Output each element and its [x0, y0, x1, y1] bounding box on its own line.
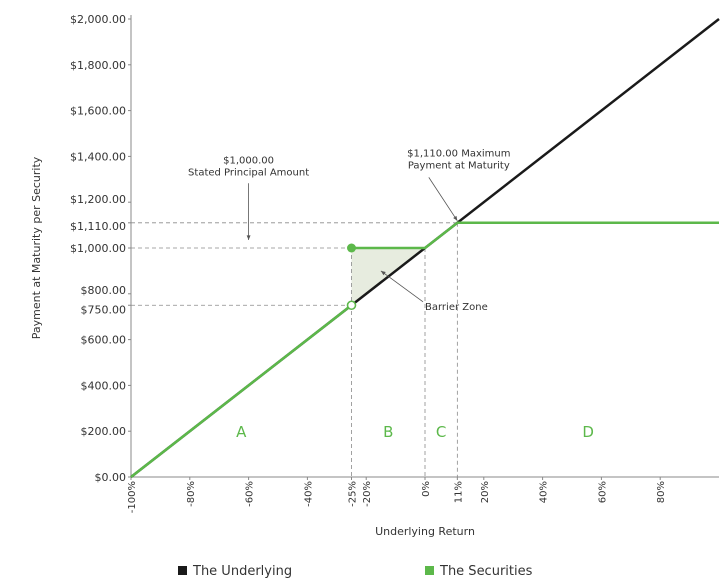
annotation-maximum-payment-arrowhead	[453, 215, 458, 221]
x-tick-label: -20%	[362, 481, 373, 507]
y-tick-label: $600.00	[81, 334, 127, 347]
y-tick-labels: $0.00 $200.00 $400.00 $600.00 $750.00 $800.00…	[70, 13, 131, 484]
x-tick-label: -80%	[186, 481, 197, 507]
y-tick-label: $200.00	[81, 425, 127, 438]
legend-label: The Underlying	[192, 564, 292, 579]
annotation-principal-line: $1,000.00	[223, 155, 274, 166]
annotation-maximum-payment-line: $1,110.00 Maximum	[407, 148, 510, 159]
zone-label-d: D	[582, 423, 594, 441]
x-tick-label: 11%	[453, 481, 464, 503]
x-tick-label: -40%	[303, 481, 314, 507]
securities-line-segment-2	[351, 221, 719, 250]
legend: The Underlying The Securities	[178, 564, 533, 579]
annotation-principal-arrowhead	[246, 235, 251, 240]
y-tick-label: $1,400.00	[70, 150, 126, 163]
legend-swatch	[425, 566, 434, 575]
securities-marker-filled	[347, 243, 356, 253]
legend-entry-1: The Underlying	[178, 564, 292, 579]
x-tick-label: -25%	[348, 481, 359, 507]
x-tick-label: 60%	[597, 481, 608, 503]
y-tick-label: $2,000.00	[70, 13, 126, 26]
zone-label-b: B	[383, 423, 393, 441]
reference-lines	[131, 222, 458, 477]
annotation-barrier-zone-line: Barrier Zone	[425, 302, 488, 313]
y-tick-label: $1,110.00	[70, 220, 126, 233]
y-tick-label: $750.00	[81, 303, 127, 316]
legend-swatch	[178, 566, 187, 575]
series-lines	[130, 18, 720, 478]
zone-label-a: A	[236, 423, 247, 441]
annotation-barrier-zone-leader	[380, 270, 424, 303]
y-tick-label: $0.00	[95, 471, 127, 484]
y-tick-label: $400.00	[81, 379, 127, 392]
securities-marker-open	[346, 300, 357, 311]
x-tick-label: 20%	[480, 481, 491, 503]
y-tick-label: $1,600.00	[70, 105, 126, 118]
legend-label: The Securities	[439, 564, 533, 579]
y-tick-label: $1,200.00	[70, 193, 126, 206]
annotation-maximum-payment-leader	[428, 177, 458, 222]
x-tick-labels: -100% -80% -60% -40% -25% -20% 0% 11% 20% 40% 60% 8…	[127, 477, 667, 513]
y-tick-label: $1,000.00	[70, 242, 126, 255]
annotation-principal-line: Stated Principal Amount	[188, 167, 309, 178]
y-tick-label: $800.00	[81, 284, 127, 297]
legend-entry-2: The Securities	[425, 564, 533, 579]
x-tick-label: 80%	[656, 481, 667, 503]
zone-label-c: C	[436, 423, 446, 441]
annotation-barrier-zone-arrowhead	[380, 270, 386, 276]
securities-line-segment-1	[130, 304, 353, 478]
x-tick-label: -60%	[245, 481, 256, 507]
x-tick-label: -100%	[127, 481, 138, 513]
x-tick-label: 40%	[539, 481, 550, 503]
series-markers	[346, 243, 357, 311]
x-tick-label: 0%	[421, 481, 432, 497]
x-axis-title: Underlying Return	[375, 525, 475, 538]
y-axis-title: Payment at Maturity per Security	[30, 156, 43, 339]
zone-labels: A B C D	[236, 423, 594, 441]
annotation-barrier-zone: Barrier Zone	[380, 270, 488, 313]
y-tick-label: $1,800.00	[70, 59, 126, 72]
annotation-maximum-payment-line: Payment at Maturity	[408, 160, 510, 171]
